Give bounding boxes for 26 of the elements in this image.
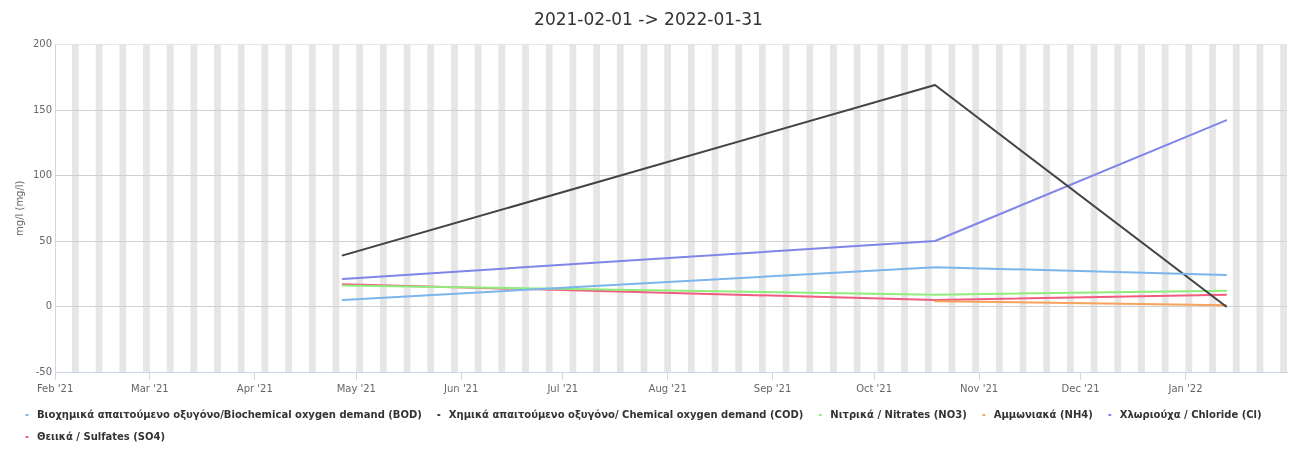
y-tick-label: 0 xyxy=(45,300,53,312)
y-tick-label: 100 xyxy=(32,169,53,181)
y-tick-label: 200 xyxy=(32,37,53,49)
legend-label: Νιτρικά / Nitrates (NO3) xyxy=(830,408,967,420)
x-tick-label: Oct '21 xyxy=(856,382,893,394)
x-tick-label: Jul '21 xyxy=(546,382,579,394)
legend-label: Χλωριούχα / Chloride (Cl) xyxy=(1119,408,1262,420)
y-tick-label: -50 xyxy=(35,365,53,377)
x-tick-label: Nov '21 xyxy=(959,382,999,394)
legend-label: Χημικά απαιτούμενο οξυγόνο/ Chemical oxygen demand (COD) xyxy=(448,408,804,420)
x-tick-label: Aug '21 xyxy=(648,382,687,394)
x-tick-label: Jun '21 xyxy=(443,382,479,394)
legend-label: Αμμωνιακά (NH4) xyxy=(993,408,1093,420)
x-tick-label: Dec '21 xyxy=(1061,382,1100,394)
x-tick-label: Apr '21 xyxy=(236,382,273,394)
x-tick-label: May '21 xyxy=(336,382,376,394)
legend-label: Θειικά / Sulfates (SO4) xyxy=(37,430,166,442)
x-tick-label: Sep '21 xyxy=(753,382,792,394)
x-tick-label: Mar '21 xyxy=(131,382,169,394)
y-tick-label: 150 xyxy=(32,103,53,115)
x-tick-label: Jan '22 xyxy=(1167,382,1203,394)
x-tick-label: Feb '21 xyxy=(36,382,74,394)
y-axis-title: mg/l (mg/l) xyxy=(13,180,25,236)
y-tick-label: 50 xyxy=(39,234,53,246)
legend-label: Βιοχημικά απαιτούμενο οξυγόνο/Biochemical oxygen demand (BOD) xyxy=(37,408,422,420)
chart-title: 2021-02-01 -> 2022-01-31 xyxy=(534,8,763,29)
